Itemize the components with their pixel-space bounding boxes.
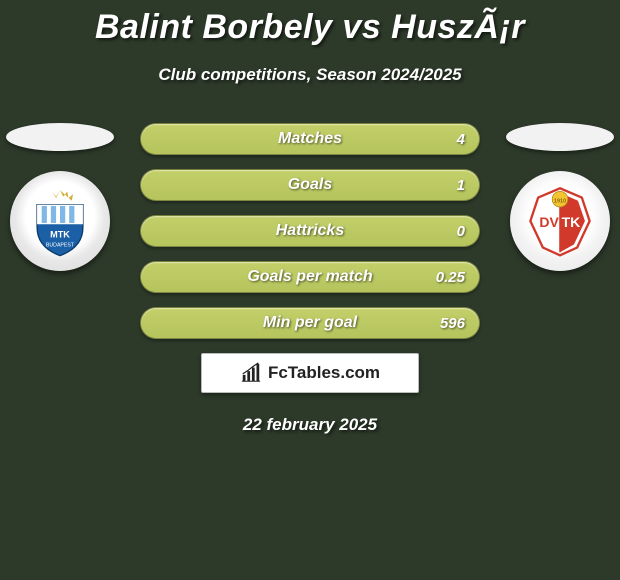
club-left: MTK BUDAPEST [0,123,120,271]
stat-row-matches: Matches 4 [140,123,480,155]
stat-row-min-per-goal: Min per goal 596 [140,307,480,339]
stat-row-goals-per-match: Goals per match 0.25 [140,261,480,293]
placeholder-disc-left [6,123,114,151]
svg-text:DV: DV [539,214,559,230]
stat-label: Hattricks [141,216,479,246]
stat-row-hattricks: Hattricks 0 [140,215,480,247]
stat-value: 1 [457,170,465,200]
svg-text:TK: TK [562,214,581,230]
svg-text:BUDAPEST: BUDAPEST [46,243,75,249]
dvtk-crest-icon: 1910 DV TK [521,182,599,260]
bar-chart-icon [240,362,262,384]
mtk-crest-icon: MTK BUDAPEST [24,185,96,257]
stat-label: Goals [141,170,479,200]
date-label: 22 february 2025 [0,415,620,435]
stat-value: 0 [457,216,465,246]
club-left-badge: MTK BUDAPEST [10,171,110,271]
page-subtitle: Club competitions, Season 2024/2025 [0,65,620,85]
stat-value: 596 [440,308,465,338]
stat-value: 4 [457,124,465,154]
page-title: Balint Borbely vs HuszÃ¡r [0,0,620,47]
stat-label: Matches [141,124,479,154]
club-right-year: 1910 [554,198,566,204]
club-right-badge: 1910 DV TK [510,171,610,271]
stat-label: Min per goal [141,308,479,338]
brand-box[interactable]: FcTables.com [201,353,419,393]
stat-label: Goals per match [141,262,479,292]
stat-row-goals: Goals 1 [140,169,480,201]
svg-text:MTK: MTK [50,229,70,239]
stats-rows: Matches 4 Goals 1 Hattricks 0 Goals per … [140,123,480,339]
placeholder-disc-right [506,123,614,151]
comparison-panel: MTK BUDAPEST 1910 DV TK Matches 4 Goals [0,123,620,435]
club-right: 1910 DV TK [500,123,620,271]
brand-text: FcTables.com [268,363,380,383]
stat-value: 0.25 [436,262,465,292]
